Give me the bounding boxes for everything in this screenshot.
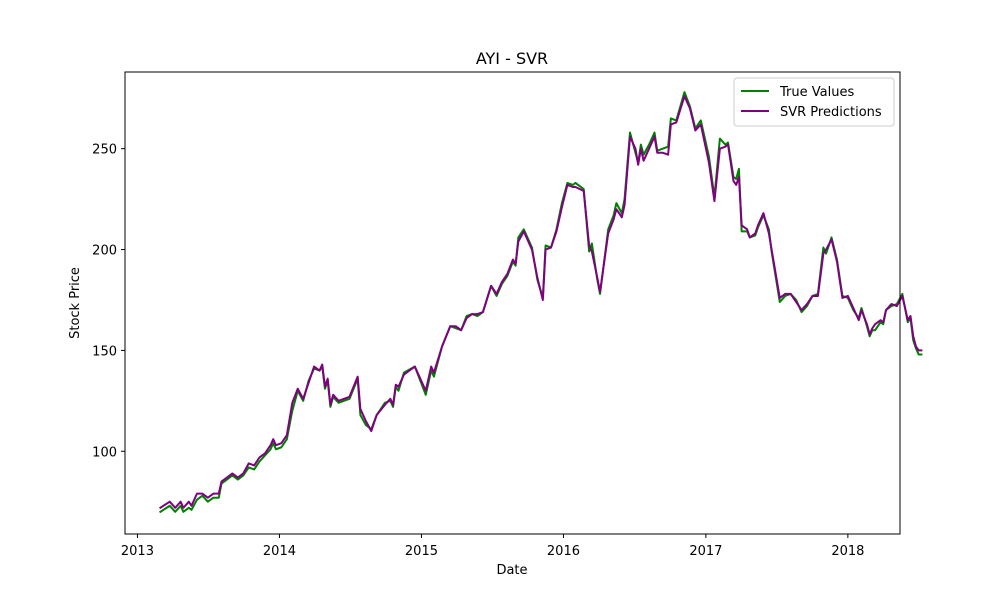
legend-label-true-values: True Values [779,85,854,100]
chart-title: AYI - SVR [476,49,548,68]
y-tick-label: 200 [92,244,117,259]
series-line-svr-predictions [159,95,923,510]
x-tick-label: 2015 [405,544,438,559]
x-tick-label: 2016 [547,544,580,559]
y-axis-label: Stock Price [68,267,83,339]
x-axis-label: Date [496,563,527,578]
x-tick-label: 2013 [121,544,154,559]
axes-frame [124,71,901,535]
plot-area [124,71,923,535]
legend-box [733,77,895,127]
x-tick-label: 2014 [263,544,296,559]
y-tick-label: 100 [92,445,117,460]
y-tick-label: 250 [92,143,117,158]
y-axis: 100 150 200 250 [92,143,125,460]
legend: True Values SVR Predictions [733,77,895,127]
x-tick-label: 2017 [689,544,722,559]
y-tick-label: 150 [92,344,117,359]
series-layer [159,91,923,514]
x-axis: 2013 2014 2015 2016 2017 2018 [121,534,864,559]
x-tick-label: 2018 [831,544,864,559]
legend-label-svr-predictions: SVR Predictions [780,105,882,120]
